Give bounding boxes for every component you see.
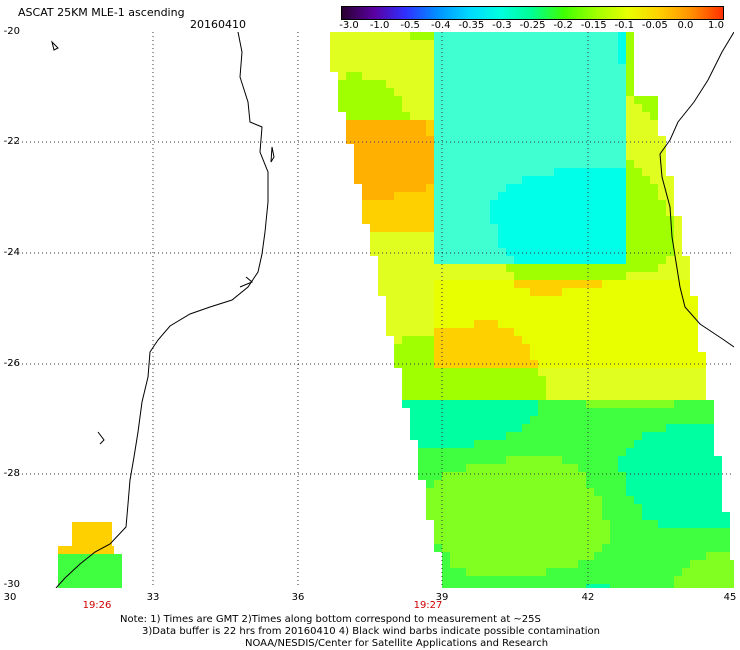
swath-right [330,32,734,588]
scale-label: -3.0 [339,20,359,31]
coastline [51,32,734,588]
scale-label: -0.35 [458,20,485,31]
lon-label: 42 [581,592,595,603]
time-label: 19:27 [413,600,443,611]
scale-label: -0.3 [492,20,512,31]
lat-label: -26 [3,358,20,369]
scale-label: 0.0 [677,20,694,31]
lat-label: -20 [3,26,20,37]
map-title: ASCAT 25KM MLE-1 ascending [18,6,185,19]
color-scale-bar [341,6,724,20]
lon-label: 39 [435,592,449,603]
footer-notes: Note: 1) Times are GMT 2)Times along bot… [120,614,600,650]
scale-label: -0.05 [641,20,668,31]
note-line-1: Note: 1) Times are GMT 2)Times along bot… [120,614,541,625]
scale-label: -0.1 [614,20,635,31]
lat-label: -28 [3,468,20,479]
scale-label: -0.5 [400,20,420,31]
scale-label: -0.25 [519,20,546,31]
lon-label: 45 [723,592,737,603]
note-line-3: NOAA/NESDIS/Center for Satellite Applica… [245,638,549,649]
lon-label: 30 [3,592,17,603]
scale-label: -0.4 [430,20,451,31]
lat-label: -24 [3,247,20,258]
scale-label: -1.0 [369,20,390,31]
scale-label: -0.15 [580,20,607,31]
lat-label: -22 [3,136,20,147]
lat-label: -30 [3,579,20,590]
color-scale-labels: -3.0 -1.0 -0.5 -0.4 -0.35 -0.3 -0.25 -0.2 -0.15-… [339,20,724,34]
lon-label: 36 [291,592,305,603]
time-label: 19:26 [82,600,112,611]
ascat-map [10,32,734,588]
scale-label: 1.0 [708,20,724,31]
swath-left [58,522,122,588]
lon-label: 33 [146,592,160,603]
note-line-2: 3)Data buffer is 22 hrs from 20160410 4)… [142,626,600,637]
map-date: 20160410 [190,18,246,31]
scale-label: -0.2 [553,20,573,31]
